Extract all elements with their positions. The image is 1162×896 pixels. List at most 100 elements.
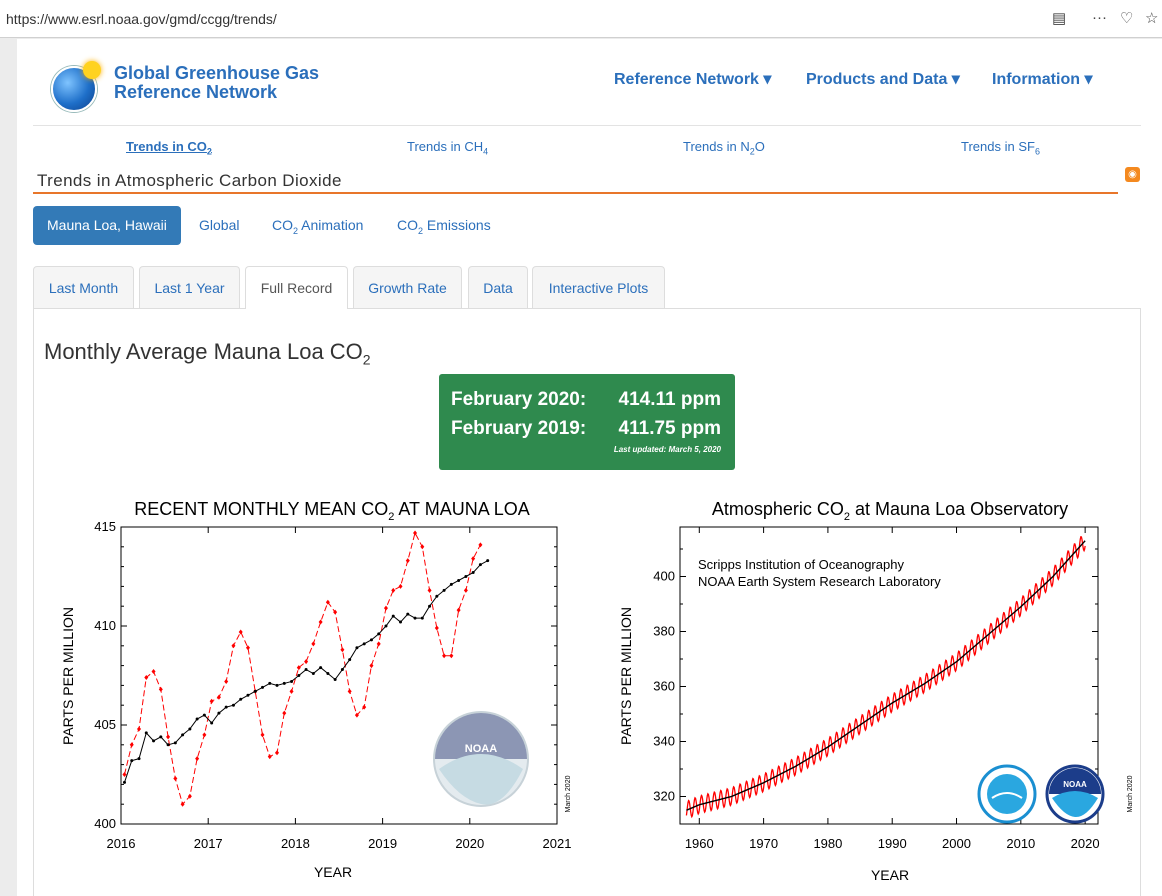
site-title-line1[interactable]: Global Greenhouse Gas [114, 63, 320, 83]
data-point [260, 732, 265, 738]
data-point [463, 587, 468, 593]
data-point [304, 668, 308, 672]
subnav-trends-ch4[interactable]: Trends in CH4 [407, 139, 489, 157]
subnav-trends-sf6[interactable]: Trends in SF6 [961, 139, 1040, 157]
site-title[interactable]: Global Greenhouse Gas Reference Network [114, 64, 344, 102]
subnav-trends-n2o[interactable]: Trends in N2O [683, 139, 765, 157]
data-point [246, 693, 250, 697]
chart2-annotation: NOAA Earth System Research Laboratory [698, 574, 941, 589]
data-point [391, 587, 396, 593]
heading-rule [33, 192, 1118, 194]
data-point [413, 530, 418, 536]
reader-view-icon[interactable]: ▤ [1052, 10, 1067, 27]
data-point [348, 658, 352, 662]
y-tick-label: 400 [653, 569, 675, 584]
data-point [478, 542, 483, 548]
data-point [435, 594, 439, 598]
scripps-logo-icon [977, 764, 1037, 824]
data-point [195, 717, 199, 721]
svg-text:NOAA: NOAA [465, 743, 497, 755]
data-point [369, 663, 374, 669]
y-tick-label: 410 [94, 618, 116, 633]
data-point [347, 688, 352, 694]
reading-value: 411.75 ppm [618, 418, 721, 439]
data-point [420, 616, 424, 620]
sun-logo-icon [83, 61, 101, 79]
subnav-trends-co2[interactable]: Trends in CO2 [126, 139, 212, 157]
data-point [355, 646, 359, 650]
tab-last-1-year[interactable]: Last 1 Year [139, 266, 240, 308]
data-point [311, 672, 315, 676]
data-point [210, 721, 214, 725]
x-tick-label: 2021 [543, 836, 572, 851]
site-title-line2[interactable]: Reference Network [114, 82, 278, 102]
noaa-logo-icon: NOAA [1045, 764, 1105, 824]
pill-mauna-loa[interactable]: Mauna Loa, Hawaii [33, 206, 181, 245]
data-point [333, 609, 338, 615]
data-point [152, 739, 156, 743]
pill-co2-animation[interactable]: CO2 Animation [272, 217, 364, 236]
more-actions-icon[interactable]: ··· [1092, 9, 1107, 26]
x-tick-label: 2016 [107, 836, 136, 851]
data-point [267, 754, 272, 760]
pill-global[interactable]: Global [199, 217, 240, 233]
tab-interactive-plots[interactable]: Interactive Plots [532, 266, 665, 308]
tab-last-month[interactable]: Last Month [33, 266, 134, 308]
data-point [275, 750, 280, 756]
nav-information[interactable]: Information ▾ [992, 71, 1093, 88]
data-point [224, 705, 228, 709]
data-point [398, 583, 403, 589]
mauna-loa-full-record-chart[interactable]: Atmospheric CO2 at Mauna Loa Observatory… [600, 494, 1140, 894]
chart2-annotation: Scripps Institution of Oceanography [698, 557, 904, 572]
data-point [399, 620, 403, 624]
bookmark-star-icon[interactable]: ☆ [1145, 10, 1159, 27]
data-point [442, 588, 446, 592]
chart2-x-label: YEAR [871, 867, 909, 883]
data-point [275, 683, 279, 687]
data-point [384, 624, 388, 628]
web-page: Global Greenhouse Gas Reference Network … [17, 39, 1162, 896]
x-tick-label: 1960 [685, 836, 714, 851]
recent-monthly-co2-chart[interactable]: RECENT MONTHLY MEAN CO2 AT MAUNA LOA 201… [47, 494, 577, 894]
pocket-icon[interactable]: ♡ [1120, 10, 1134, 27]
data-point [326, 672, 330, 676]
data-point [253, 689, 257, 693]
x-tick-label: 2017 [194, 836, 223, 851]
url-text[interactable]: https://www.esrl.noaa.gov/gmd/ccgg/trend… [6, 11, 277, 27]
data-point [427, 587, 432, 593]
y-tick-label: 400 [94, 816, 116, 831]
data-point [457, 578, 461, 582]
reading-label: February 2020: [451, 389, 587, 410]
reading-label: February 2019: [451, 418, 587, 439]
chart1-side-note: March 2020 [565, 775, 572, 812]
chart1-x-label: YEAR [314, 864, 352, 880]
data-point [188, 727, 192, 731]
data-point [362, 642, 366, 646]
data-point [340, 668, 344, 672]
chart2-y-axis: 320 340 360 380 400 [653, 548, 1098, 825]
data-point [471, 571, 475, 575]
monthly-mean-line [685, 535, 1086, 819]
rss-feed-icon[interactable]: ◉ [1125, 167, 1140, 182]
data-point [369, 638, 373, 642]
x-tick-label: 2020 [1071, 836, 1100, 851]
data-point [166, 734, 171, 740]
pill-co2-emissions[interactable]: CO2 Emissions [397, 217, 491, 236]
series-line [124, 531, 481, 806]
tab-data[interactable]: Data [468, 266, 528, 308]
tab-growth-rate[interactable]: Growth Rate [353, 266, 462, 308]
latest-readings-box: February 2020: 414.11 ppm February 2019:… [439, 374, 735, 470]
data-point [297, 674, 301, 677]
data-point [187, 793, 192, 799]
nav-products-and-data[interactable]: Products and Data ▾ [806, 71, 960, 88]
data-point [282, 681, 286, 685]
chart2-y-label: PARTS PER MILLION [618, 607, 634, 745]
data-point [449, 582, 453, 586]
data-point [129, 742, 134, 748]
tab-full-record[interactable]: Full Record [245, 266, 348, 309]
y-tick-label: 380 [653, 624, 675, 639]
data-point [137, 757, 141, 761]
nav-reference-network[interactable]: Reference Network ▾ [614, 71, 772, 88]
data-point [151, 669, 156, 675]
browser-url-bar[interactable]: https://www.esrl.noaa.gov/gmd/ccgg/trend… [0, 0, 1162, 38]
